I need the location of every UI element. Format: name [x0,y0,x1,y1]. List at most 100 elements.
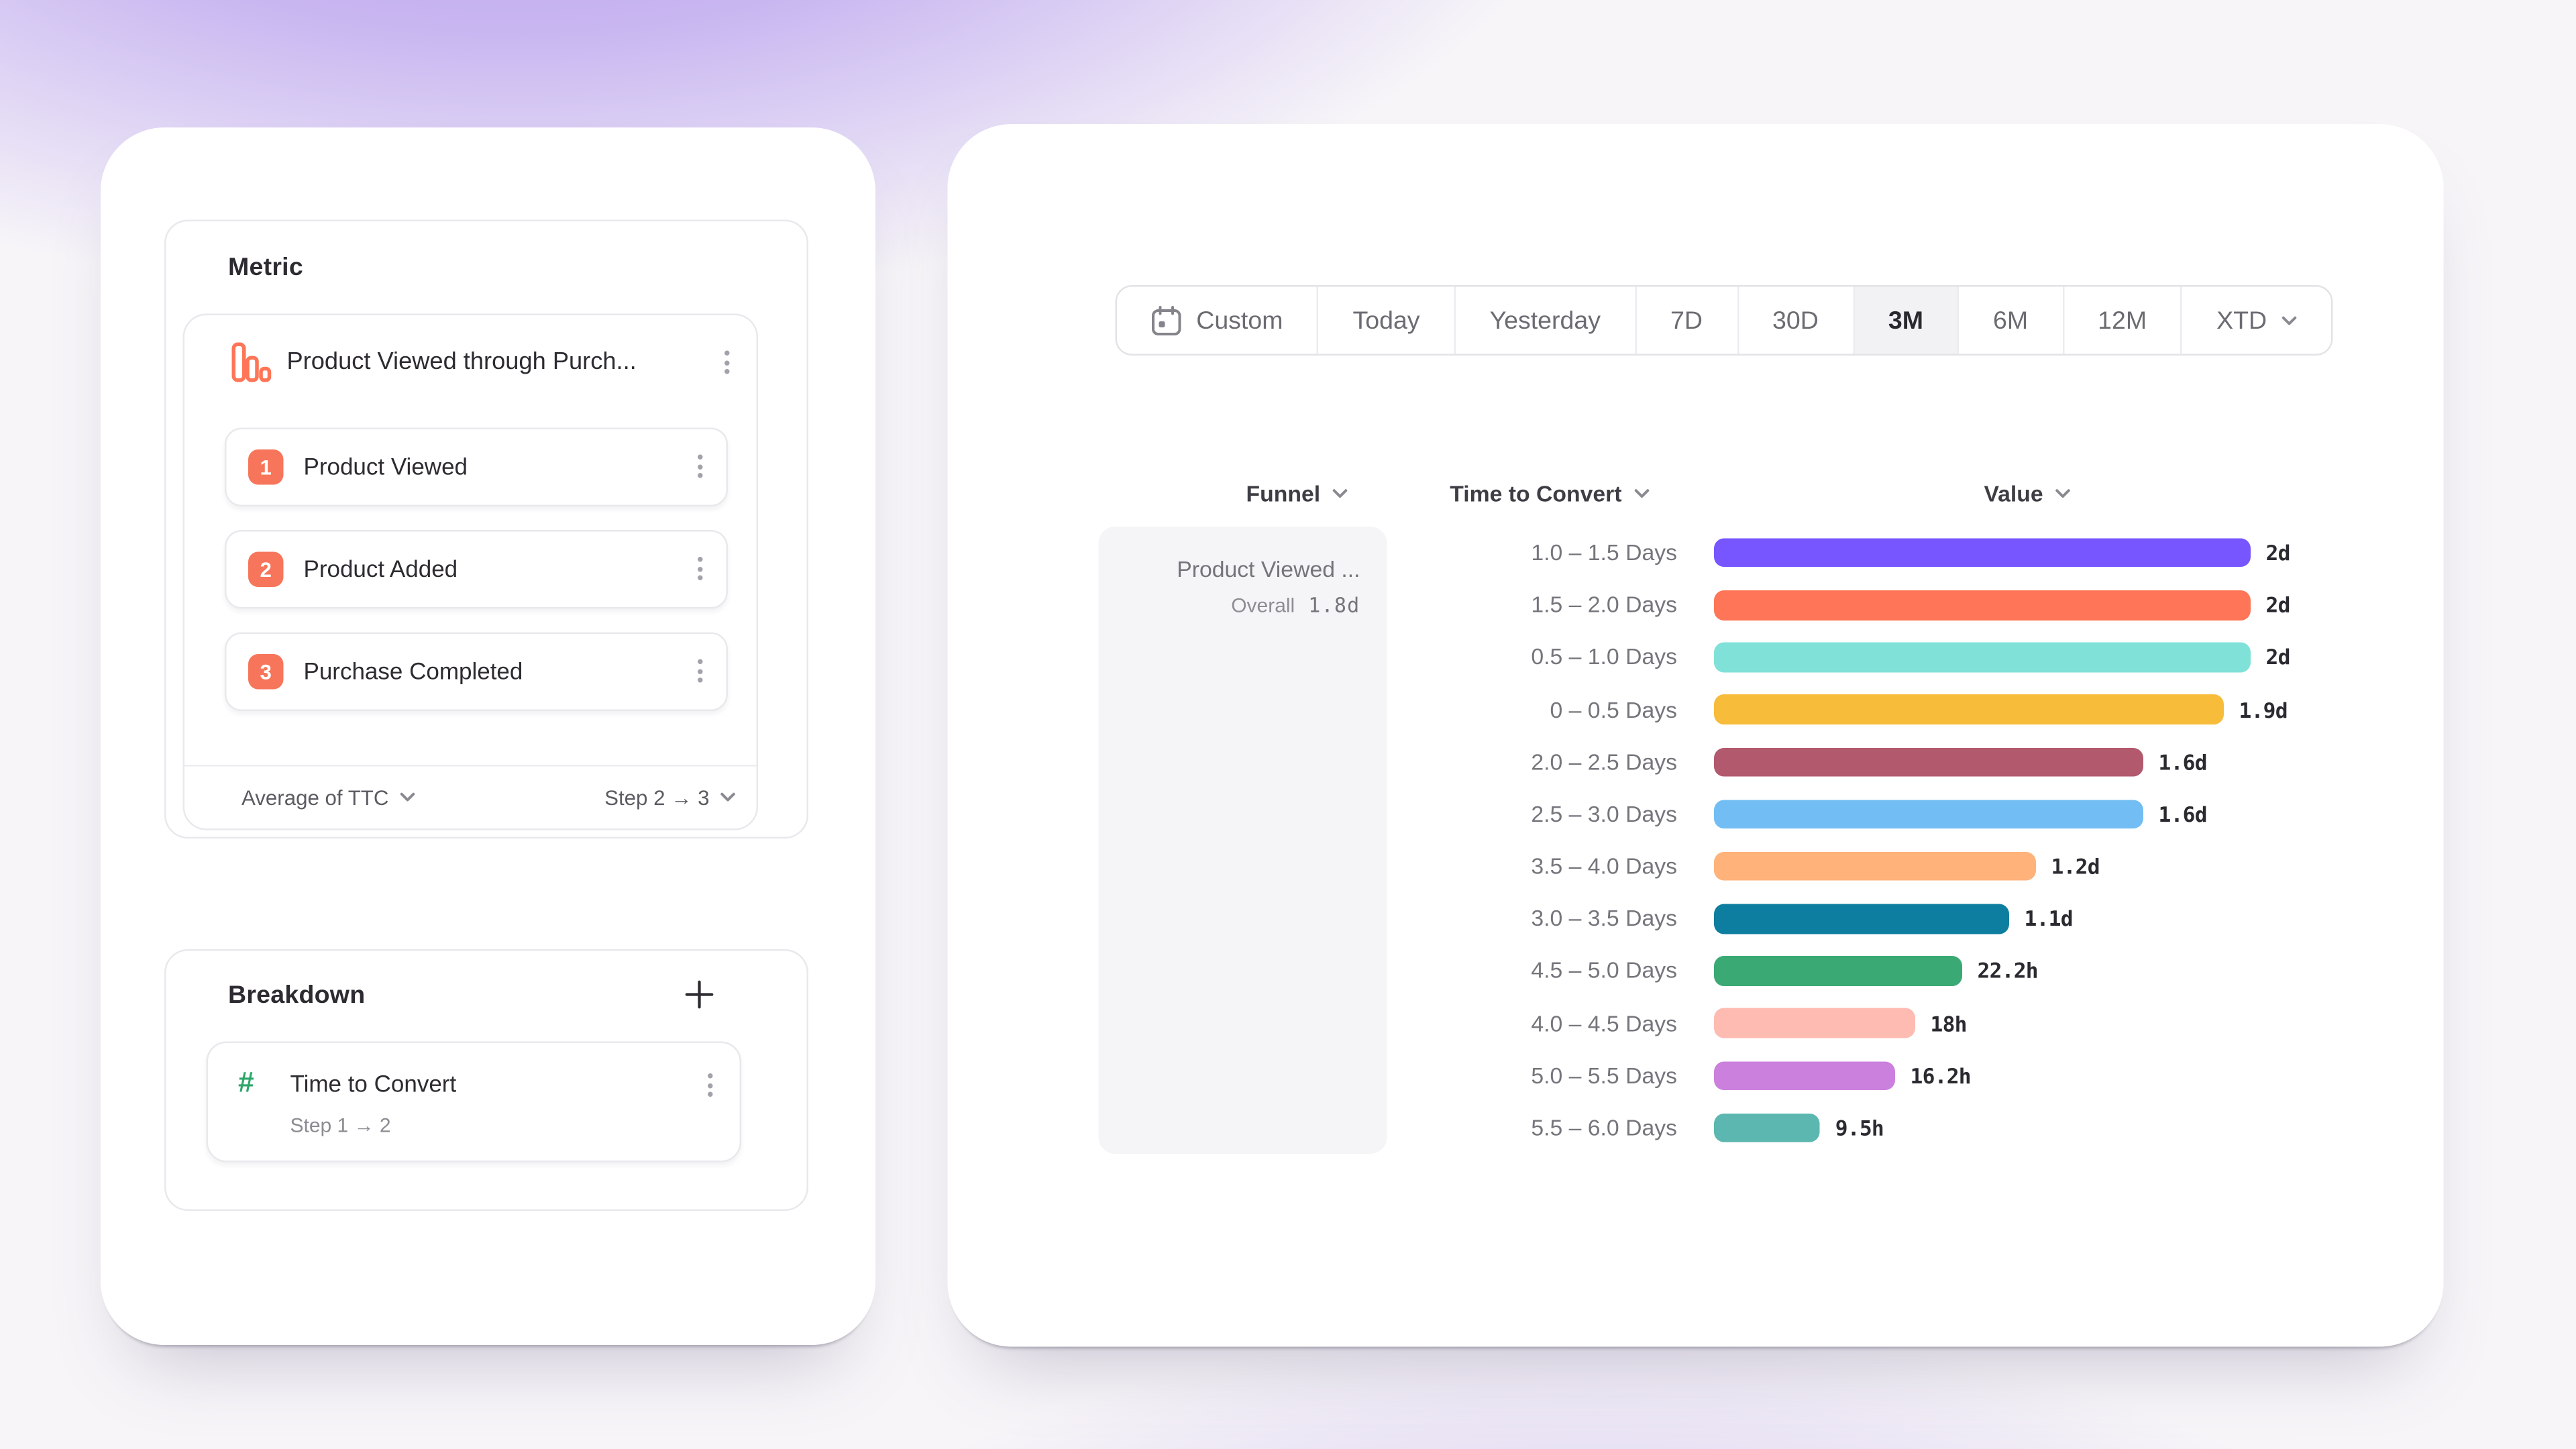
step-number-badge: 3 [248,654,284,690]
value-bar[interactable] [1714,1113,1821,1143]
breakdown-section: Breakdown # Time to Convert Step 1 → 2 [164,949,808,1211]
bucket-label: 0.5 – 1.0 Days [1531,645,1677,670]
funnel-name: Product Viewed ... [1177,557,1360,582]
bar-slot: 9.5h [1714,1113,1884,1143]
breakdown-kebab-menu[interactable] [696,1067,723,1104]
bar-slot: 1.6d [1714,799,2208,829]
value-bar[interactable] [1714,956,1962,986]
funnel-step-3[interactable]: 3 Purchase Completed [225,632,728,711]
aggregation-label: Average of TTC [241,786,389,810]
date-range-3m[interactable]: 3M [1854,286,1960,354]
date-range-label: 12M [2098,306,2147,335]
add-breakdown-button[interactable] [684,979,714,1010]
value-label: 16.2h [1910,1063,1972,1088]
bar-slot: 2d [1714,538,2290,568]
bar-slot: 1.2d [1714,851,2100,881]
step-range-dropdown[interactable]: Step 2 → 3 [604,786,736,809]
bar-slot: 22.2h [1714,956,2039,986]
value-bar[interactable] [1714,904,2009,934]
step-event-label: Product Added [303,555,458,582]
chevron-down-icon [400,792,415,802]
column-header-funnel[interactable]: Funnel [1246,481,1349,507]
value-bar[interactable] [1714,590,2251,620]
date-range-xtd[interactable]: XTD [2182,286,2331,354]
date-range-today[interactable]: Today [1318,286,1456,354]
breakdown-item-title: Time to Convert [290,1070,457,1097]
bucket-label: 1.5 – 2.0 Days [1531,592,1677,618]
value-label: 1.2d [2051,853,2100,879]
bar-slot: 16.2h [1714,1061,1972,1091]
step-kebab-menu[interactable] [686,653,713,690]
step-number-badge: 1 [248,449,284,485]
metric-section: Metric Product Viewed through Purch... 1… [164,219,808,839]
value-label: 1.6d [2158,801,2208,827]
step-number-badge: 2 [248,551,284,587]
time-bucket-row: 3.0 – 3.5 Days 1.1d [1509,893,2424,945]
date-range-label: Yesterday [1489,306,1601,335]
value-bar[interactable] [1714,747,2143,777]
funnel-group-cell[interactable]: Product Viewed ... Overall 1.8d [1098,527,1387,1154]
funnel-step-2[interactable]: 2 Product Added [225,530,728,609]
overall-label: Overall [1231,594,1295,617]
step-range-label: Step 2 → 3 [604,786,710,810]
chevron-down-icon [1333,489,1348,498]
bucket-label: 3.0 – 3.5 Days [1531,906,1677,932]
bucket-label: 2.5 – 3.0 Days [1531,801,1677,827]
value-label: 2d [2265,540,2291,566]
metric-heading: Metric [228,253,303,282]
column-header-time-to-convert[interactable]: Time to Convert [1450,481,1650,507]
bucket-label: 2.0 – 2.5 Days [1531,749,1677,775]
chevron-down-icon [720,792,735,802]
date-range-12m[interactable]: 12M [2063,286,2183,354]
date-range-label: XTD [2216,306,2267,335]
funnel-kebab-menu[interactable] [713,344,740,381]
value-label: 1.6d [2158,749,2208,775]
value-bar[interactable] [1714,642,2251,672]
value-bar[interactable] [1714,799,2143,829]
value-bar[interactable] [1714,694,2224,724]
funnel-metric-card[interactable]: Product Viewed through Purch... 1 Product… [182,313,758,830]
date-range-label: 6M [1993,306,2029,335]
bar-slot: 1.9d [1714,694,2288,724]
date-range-custom[interactable]: Custom [1117,286,1319,354]
value-label: 1.9d [2239,696,2288,722]
time-bucket-row: 2.5 – 3.0 Days 1.6d [1509,788,2424,841]
breakdown-item-time-to-convert[interactable]: # Time to Convert Step 1 → 2 [206,1041,741,1163]
value-label: 2d [2265,645,2291,670]
value-bar[interactable] [1714,851,2036,881]
bar-slot: 2d [1714,642,2291,672]
numeric-property-hash-icon: # [238,1067,254,1099]
time-bucket-row: 0.5 – 1.0 Days 2d [1509,631,2424,684]
overall-value: 1.8d [1308,594,1360,617]
date-range-6m[interactable]: 6M [1959,286,2064,354]
funnel-title-row[interactable]: Product Viewed through Purch... [184,315,757,409]
column-header-value[interactable]: Value [1984,482,2072,506]
bucket-label: 4.0 – 4.5 Days [1531,1010,1677,1036]
bucket-label: 5.0 – 5.5 Days [1531,1063,1677,1088]
time-bucket-row: 2.0 – 2.5 Days 1.6d [1509,736,2424,788]
calendar-icon [1152,305,1182,335]
funnel-header-label: Funnel [1246,481,1321,507]
chevron-down-icon [2281,315,2296,325]
date-range-label: 3M [1888,306,1923,335]
ttc-header-label: Time to Convert [1450,481,1622,507]
value-bar[interactable] [1714,1061,1895,1091]
funnel-footer: Average of TTC Step 2 → 3 [184,765,757,828]
step-event-label: Purchase Completed [303,657,523,684]
bucket-label: 3.5 – 4.0 Days [1531,853,1677,879]
funnel-metric-title: Product Viewed through Purch... [286,349,637,376]
funnel-step-1[interactable]: 1 Product Viewed [225,427,728,506]
bucket-label: 5.5 – 6.0 Days [1531,1115,1677,1140]
time-bucket-row: 0 – 0.5 Days 1.9d [1509,684,2424,736]
time-bucket-row: 4.5 – 5.0 Days 22.2h [1509,945,2424,997]
bar-slot: 1.6d [1714,747,2208,777]
date-range-yesterday[interactable]: Yesterday [1455,286,1637,354]
value-bar[interactable] [1714,538,2251,568]
date-range-30d[interactable]: 30D [1738,286,1855,354]
date-range-7d[interactable]: 7D [1636,286,1739,354]
value-label: 2d [2265,592,2291,618]
step-kebab-menu[interactable] [686,448,713,485]
value-bar[interactable] [1714,1008,1915,1038]
step-kebab-menu[interactable] [686,550,713,587]
aggregation-dropdown[interactable]: Average of TTC [241,786,415,809]
